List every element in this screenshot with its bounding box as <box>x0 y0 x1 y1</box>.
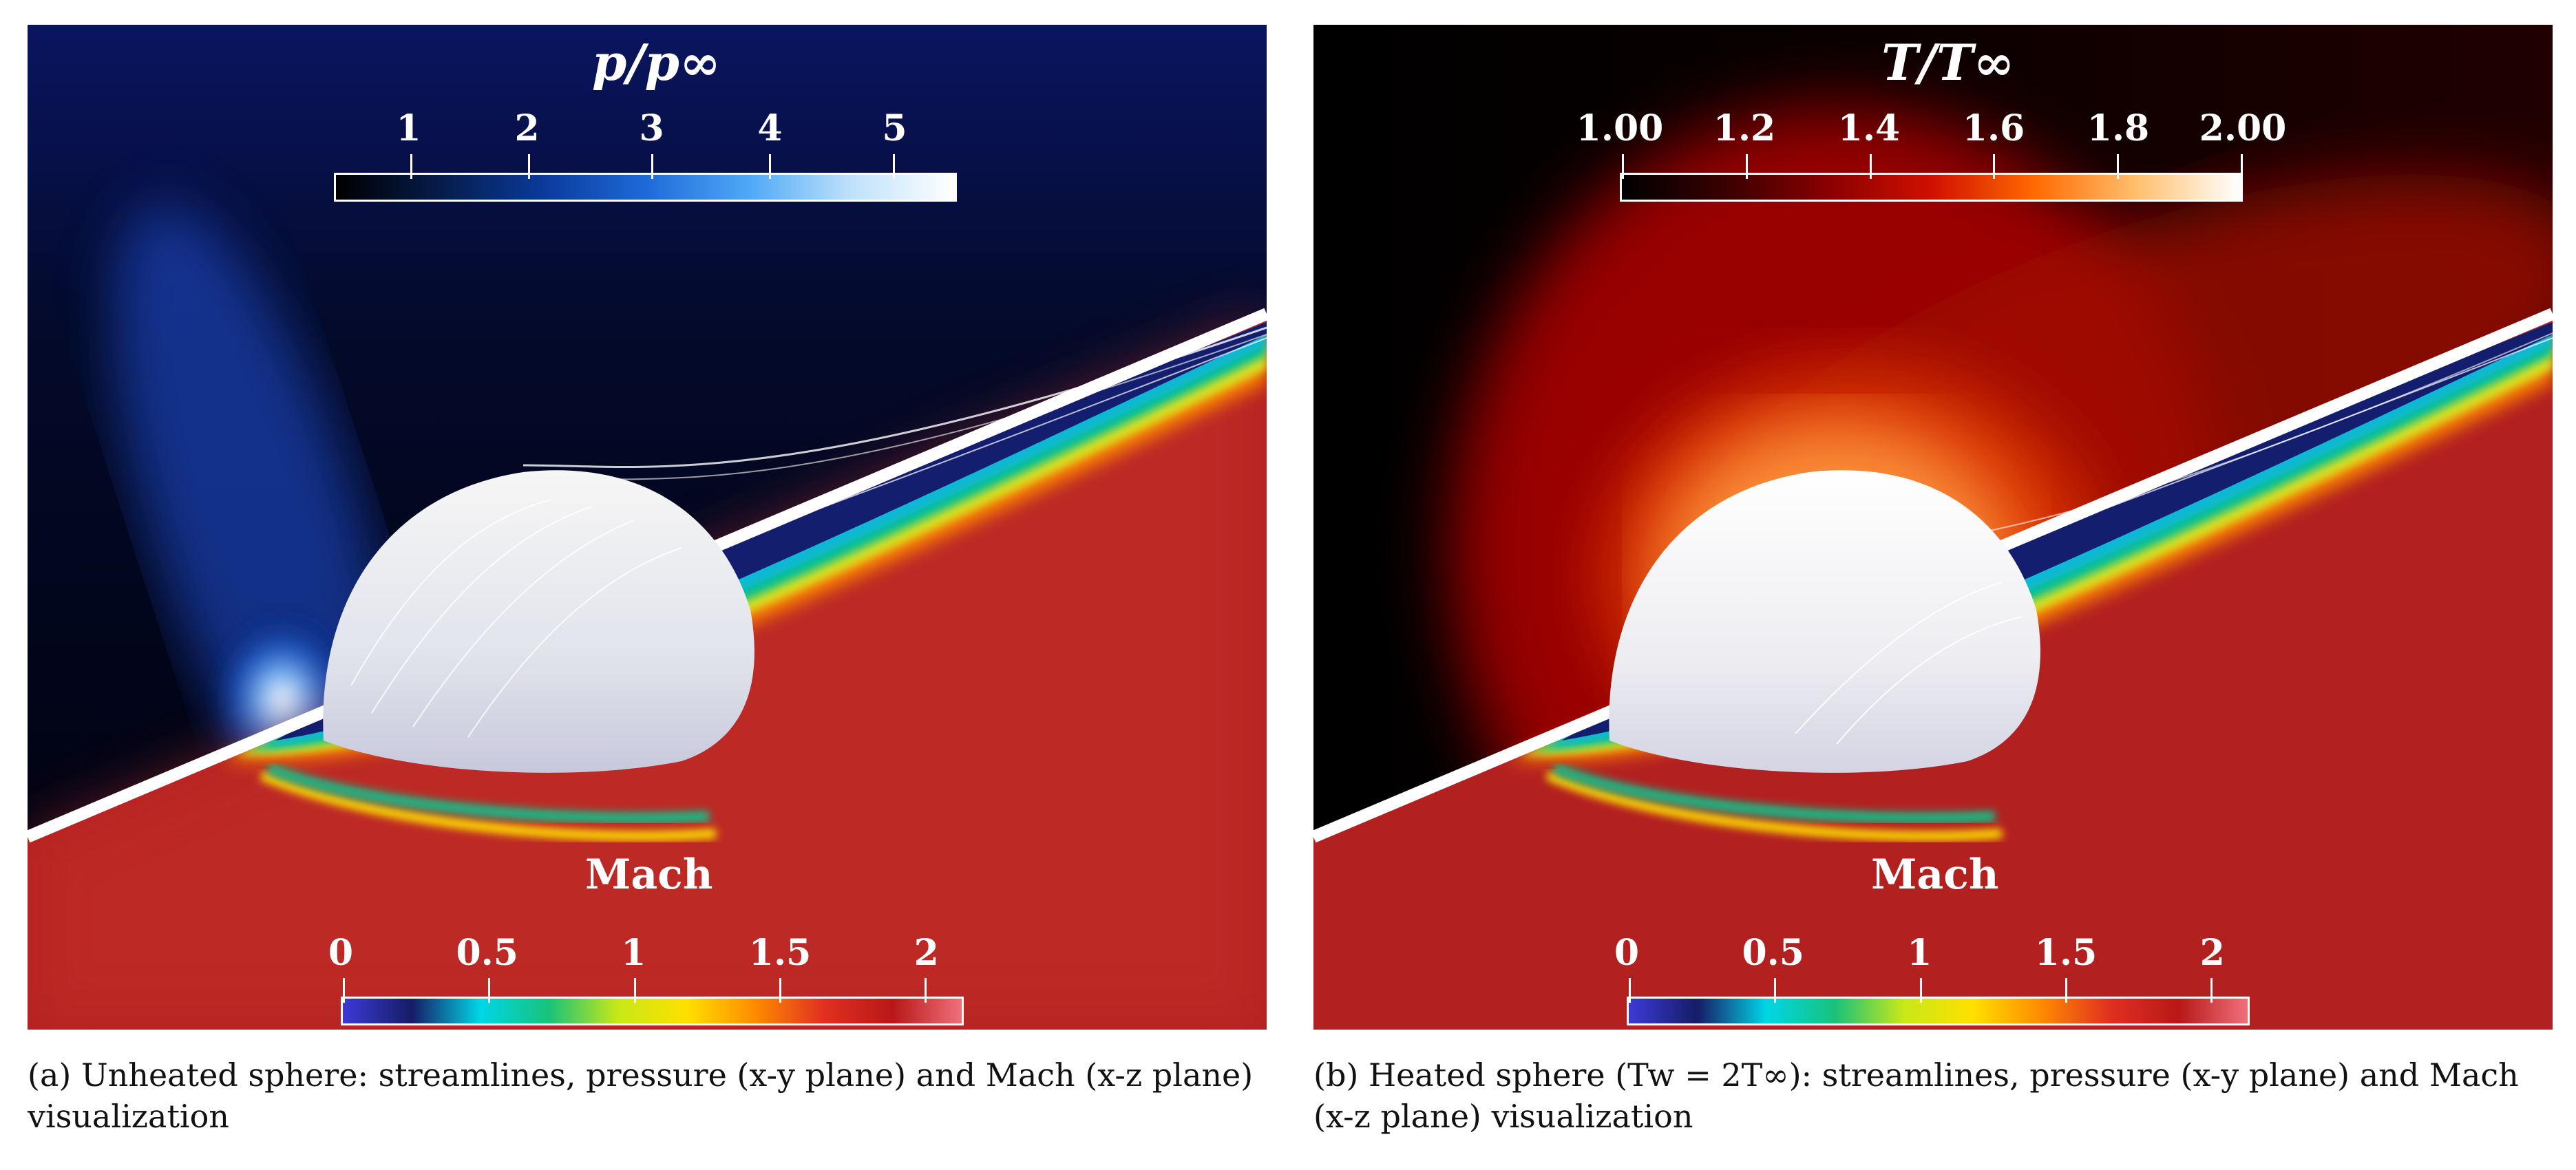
mach-tick-label: 1.5 <box>2034 932 2098 974</box>
colorbar-tick-mark <box>1774 978 1777 1003</box>
colorbar-tick-mark <box>1919 978 1922 1003</box>
temperature-tick-label: 1.00 <box>1576 107 1664 149</box>
pressure-tick-label: 5 <box>882 107 907 149</box>
mach-colorbar-title-b: Mach <box>1871 851 1999 899</box>
pressure-tick-label: 3 <box>639 107 664 149</box>
temperature-tick-label: 2.00 <box>2199 107 2287 149</box>
temperature-tick-label: 1.4 <box>1837 107 1901 149</box>
temperature-tick-label: 1.6 <box>1962 107 2025 149</box>
colorbar-tick-mark <box>769 154 772 179</box>
colorbar-tick-mark <box>1622 154 1624 179</box>
mach-tick-label: 0 <box>1614 932 1640 974</box>
colorbar-tick-mark <box>893 154 896 179</box>
colorbar-tick-mark <box>1993 154 1996 179</box>
caption-b: (b) Heated sphere (Tw = 2T∞): streamline… <box>1313 1056 2519 1135</box>
mach-colorbar-a <box>341 978 964 1025</box>
colorbar-tick-mark <box>1869 154 1872 179</box>
temperature-tick-label: 1.8 <box>2087 107 2150 149</box>
colorbar-tick-mark <box>343 978 345 1003</box>
temperature-tick-label: 1.2 <box>1713 107 1776 149</box>
figure-panel-b: T/T∞ 1.00 1.2 1.4 1.6 1.8 2.00 Mach 0 0.… <box>1313 25 2553 1030</box>
colorbar-tick-mark <box>633 978 636 1003</box>
mach-tick-label: 1 <box>1907 932 1932 974</box>
colorbar-tick-mark <box>488 978 491 1003</box>
colorbar-tick-mark <box>925 978 927 1003</box>
colorbar-tick-mark <box>2210 978 2213 1003</box>
mach-tick-label: 0.5 <box>456 932 518 974</box>
mach-tick-label: 1 <box>621 932 646 974</box>
pressure-colorbar-title: p/p∞ <box>592 33 721 92</box>
mach-tick-label: 1.5 <box>748 932 812 974</box>
figure-panel-a: p/p∞ 1 2 3 4 5 Mach 0 0.5 1 1.5 2 <box>28 25 1267 1030</box>
pressure-tick-label: 4 <box>757 107 783 149</box>
mach-colorbar-title-a: Mach <box>585 851 713 899</box>
colorbar-tick-mark <box>779 978 781 1003</box>
colorbar-tick-mark <box>1629 978 1631 1003</box>
mach-tick-label: 2 <box>2199 932 2225 974</box>
temperature-colorbar <box>1620 154 2243 202</box>
flow-visualization-b <box>1313 25 2553 1030</box>
temperature-colorbar-title: T/T∞ <box>1881 33 2015 92</box>
mach-colorbar-b <box>1627 978 2250 1025</box>
colorbar-tick-mark <box>2117 154 2120 179</box>
pressure-tick-label: 1 <box>396 107 421 149</box>
caption-a: (a) Unheated sphere: streamlines, pressu… <box>28 1056 1254 1135</box>
mach-tick-label: 0 <box>328 932 354 974</box>
colorbar-tick-mark <box>527 154 530 179</box>
colorbar-tick-mark <box>410 154 412 179</box>
pressure-colorbar <box>334 154 957 202</box>
colorbar-tick-mark <box>2065 978 2067 1003</box>
mach-tick-label: 2 <box>914 932 939 974</box>
pressure-tick-label: 2 <box>514 107 540 149</box>
colorbar-tick-mark <box>2241 154 2243 179</box>
mach-tick-label: 0.5 <box>1742 932 1804 974</box>
colorbar-tick-mark <box>651 154 654 179</box>
colorbar-tick-mark <box>1745 154 1748 179</box>
